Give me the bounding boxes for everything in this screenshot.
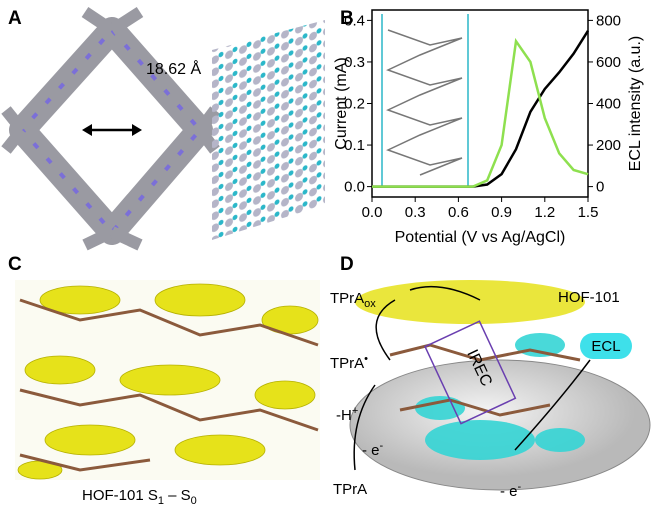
species-label: TPrA (333, 481, 367, 498)
arrow-head (132, 124, 142, 136)
series-line (372, 31, 588, 187)
stack-view (212, 20, 325, 240)
y2-axis-label: ECL intensity (a.u.) (627, 36, 644, 171)
y-axis-label: Current (mA) (333, 57, 350, 149)
superscript: + (352, 405, 358, 417)
plot-frame (372, 10, 588, 197)
panel-d: D IREC TPrAox HOF-101 TPrA• ECL -H+ - e-… (330, 254, 650, 500)
y2-tick-label: 400 (596, 96, 621, 113)
y2-tick-label: 800 (596, 12, 621, 29)
superscript: - (518, 481, 522, 493)
y-tick-label: 0.4 (344, 12, 365, 29)
panel-a: A 18.62 Å (6, 8, 325, 245)
x-tick-label: 1.2 (534, 204, 555, 221)
caption-text: HOF-101 S (82, 487, 158, 504)
step-label: - e- (500, 481, 522, 500)
hof-layer (355, 280, 585, 324)
inset-structure (382, 14, 468, 186)
caption: HOF-101 S1 – S0 (82, 487, 197, 507)
x-tick-label: 1.5 (578, 204, 599, 221)
distance-label: 18.62 Å (146, 59, 201, 78)
species-label: TPrA• (330, 353, 368, 372)
superscript: - (380, 440, 384, 452)
subscript: ox (364, 298, 376, 310)
panel-label: D (340, 254, 354, 275)
species: TPrA (330, 355, 364, 372)
panel-label: C (8, 254, 22, 275)
hof-label: HOF-101 (558, 289, 620, 306)
x-tick-label: 0.3 (405, 204, 426, 221)
x-tick-label: 0.0 (362, 204, 383, 221)
arrow-head (82, 124, 92, 136)
step: - e (362, 442, 380, 459)
step: - e (500, 483, 518, 500)
y2-tick-label: 200 (596, 137, 621, 154)
x-tick-label: 0.9 (491, 204, 512, 221)
superscript: • (364, 353, 368, 365)
x-tick-label: 0.6 (448, 204, 469, 221)
ecl-label: ECL (591, 338, 620, 355)
step: -H (336, 407, 352, 424)
y2-tick-label: 0 (596, 179, 604, 196)
y-tick-label: 0.0 (344, 179, 365, 196)
caption-text: – S (164, 487, 191, 504)
species: TPrA (330, 290, 364, 307)
subscript: 0 (191, 495, 197, 507)
x-axis-label: Potential (V vs Ag/AgCl) (395, 229, 566, 246)
panel-label: A (8, 8, 22, 29)
y2-tick-label: 600 (596, 54, 621, 71)
panel-c: C HOF-101 S1 – S0 (8, 254, 320, 507)
figure: A 18.62 Å B 0.00.30.60.91.21.50.00.10.20… (0, 0, 651, 510)
